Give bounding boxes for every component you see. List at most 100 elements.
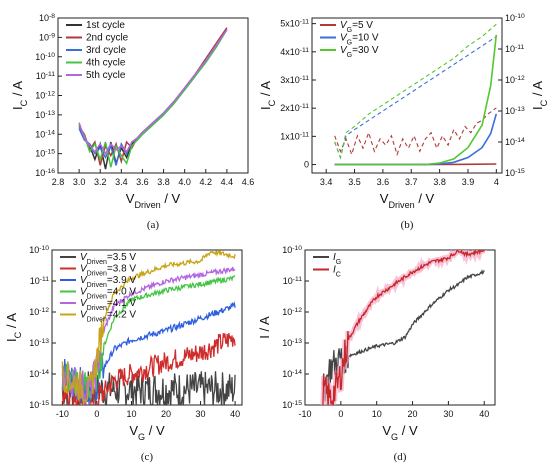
x-tick-label-b: 3.8 <box>433 177 446 187</box>
legend-label-rest: =3.5 V <box>107 252 137 263</box>
legend-label-sub: Driven <box>87 259 107 266</box>
y-tick-label-d: 10-15 <box>282 400 302 411</box>
legend-label-sub: G <box>347 27 352 34</box>
y2-tick-label-b-base: 10 <box>505 168 515 178</box>
x-axis-label-b-main: V <box>380 191 389 206</box>
y-tick-label-c: 10-14 <box>29 369 49 380</box>
x-tick-label-a: 3.8 <box>157 177 170 187</box>
legend-label-rest: =5 V <box>352 20 373 31</box>
y-axis-label-d-rest: / A <box>257 316 272 335</box>
y-tick-label-c-exp: -11 <box>40 276 50 283</box>
x-tick-label-a: 4.2 <box>200 177 213 187</box>
legend-label-main: V <box>80 287 88 298</box>
y-tick-label-c-exp: -13 <box>39 338 49 345</box>
legend-label-5: VDriven=4.1 V <box>80 298 136 312</box>
x-tick-label-c: 40 <box>230 409 240 419</box>
y-tick-label-a-base: 10 <box>35 91 45 101</box>
y-tick-label-b-exp: -11 <box>300 18 310 25</box>
y-tick-label-c-exp: -12 <box>39 307 49 314</box>
x-axis-label-c-sub: G <box>138 432 145 442</box>
y-tick-label-d-exp: -11 <box>293 276 303 283</box>
x-tick-label-a: 4.4 <box>221 177 234 187</box>
y2-tick-label-b-base: 10 <box>505 75 515 85</box>
series-line-5 <box>78 29 228 156</box>
y-tick-label-b-base: 2x10 <box>280 103 300 113</box>
y-tick-label-b: 4x10-11 <box>280 46 309 57</box>
x-axis-label-c: VG / V <box>129 423 165 442</box>
x-tick-label-b: 3.9 <box>462 177 475 187</box>
x-tick-label-d: 20 <box>408 409 418 419</box>
y-tick-label-b: 2x10-11 <box>280 103 309 114</box>
y2-tick-label-b: 10-13 <box>505 106 525 117</box>
y-tick-label-d-base: 10 <box>282 338 292 348</box>
y-tick-label-d-base: 10 <box>283 276 293 286</box>
y-tick-label-a-exp: -11 <box>46 71 56 78</box>
legend-label-rest: =4.0 V <box>107 287 137 298</box>
plot-frame-d <box>304 249 496 406</box>
legend-label-sub: Driven <box>87 316 107 323</box>
y-axis-label-c-rest: / A <box>4 313 19 332</box>
chart-b: 3.4 3.5 3.6 3.7 3.8 3.9 401x10-112x10-113x10-1… <box>258 13 549 232</box>
plot-area-d <box>320 250 487 405</box>
x-tick-label-b: 3.5 <box>348 177 361 187</box>
y2-tick-label-b-exp: -11 <box>515 44 525 51</box>
y-tick-label-a-base: 10 <box>35 149 45 159</box>
y2-axis-label-b: IC / A <box>530 81 549 110</box>
y-tick-label-b-exp: -11 <box>300 75 310 82</box>
y-tick-label-a-exp: -10 <box>45 51 55 58</box>
legend-label-4: VDriven=4.0 V <box>80 287 136 301</box>
y2-tick-label-b-exp: -12 <box>515 75 525 82</box>
y2-tick-label-b-base: 10 <box>505 44 515 54</box>
legend-label-3: VDriven=3.9 V <box>80 275 136 289</box>
y-tick-label-b-exp: -11 <box>300 46 310 53</box>
x-tick-label-d: 10 <box>372 409 382 419</box>
y-tick-label-a-base: 10 <box>35 110 45 120</box>
legend-label-6: VDriven=4.2 V <box>80 310 136 324</box>
series-line-linear-3 <box>334 34 498 166</box>
legend-label-4: 4th cycle <box>86 58 126 69</box>
legend-label-sub: G <box>336 259 341 266</box>
y-tick-label-c: 10-15 <box>29 400 49 411</box>
y2-tick-label-b: 10-15 <box>505 168 525 179</box>
y-tick-label-d-base: 10 <box>282 245 292 255</box>
y-tick-label-c-base: 10 <box>29 369 39 379</box>
y-axis-label-b-sub: C <box>267 99 277 106</box>
y-tick-label-b: 5x10-11 <box>280 18 309 29</box>
legend-label-main: V <box>80 275 88 286</box>
x-axis-label-d: VG / V <box>382 423 418 442</box>
y2-tick-label-b: 10-12 <box>505 75 525 86</box>
y-tick-label-b: 3x10-11 <box>280 75 309 86</box>
x-tick-label-c: 0 <box>94 409 99 419</box>
y-tick-label-d-exp: -14 <box>292 369 302 376</box>
y-tick-label-a-base: 10 <box>36 71 46 81</box>
legend-label-3: VG=30 V <box>340 45 379 59</box>
y-tick-label-d-base: 10 <box>282 307 292 317</box>
x-axis-label-d-main: V <box>382 423 391 438</box>
y-tick-label-a: 10-16 <box>35 168 55 179</box>
y-tick-label-a: 10-8 <box>39 13 55 24</box>
y-tick-label-d: 10-13 <box>282 338 302 349</box>
y-axis-label-b: IC / A <box>258 81 277 110</box>
y-tick-label-c-base: 10 <box>29 400 39 410</box>
y-axis-label-d-main: I <box>257 335 272 339</box>
y-tick-label-d: 10-12 <box>282 307 302 318</box>
y-tick-label-a-base: 10 <box>39 13 49 23</box>
y-tick-label-b-base: 4x10 <box>280 47 300 57</box>
y-axis-label-b-rest: / A <box>258 81 273 100</box>
y2-tick-label-b: 10-11 <box>505 44 525 55</box>
series-line-log-2 <box>334 36 497 160</box>
x-tick-label-d: 30 <box>443 409 453 419</box>
x-axis-label-a: VDriven / V <box>126 191 181 210</box>
legend-label-sub: G <box>347 52 352 59</box>
y-tick-label-c-base: 10 <box>29 245 39 255</box>
x-tick-label-d: 0 <box>338 409 343 419</box>
x-tick-label-a: 4.6 <box>242 177 255 187</box>
y2-tick-label-b-exp: -15 <box>515 168 525 175</box>
y-axis-label-c-main: I <box>4 338 19 342</box>
y-tick-label-b: 1x10-11 <box>280 131 309 142</box>
x-tick-label-a: 4.0 <box>178 177 191 187</box>
series-line-log-3 <box>334 23 497 160</box>
x-axis-label-b-rest: / V <box>415 191 435 206</box>
legend-label-2: VG=10 V <box>340 33 379 47</box>
